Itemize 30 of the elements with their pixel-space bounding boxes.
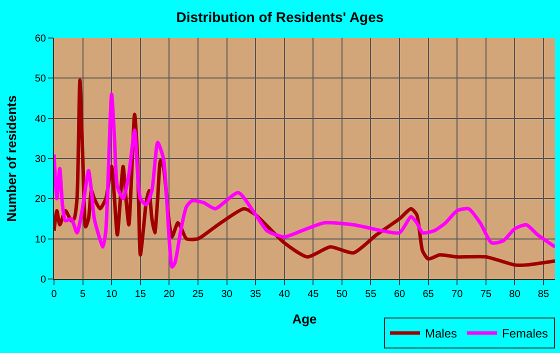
- y-tick-label: 30: [34, 154, 46, 165]
- x-tick-label: 55: [365, 289, 377, 300]
- y-axis-title: Number of residents: [4, 95, 19, 222]
- x-tick-label: 5: [80, 289, 86, 300]
- x-tick-label: 35: [250, 289, 262, 300]
- x-tick-label: 45: [308, 289, 320, 300]
- x-tick-label: 65: [422, 289, 434, 300]
- x-axis-title: Age: [292, 312, 317, 327]
- x-tick-label: 50: [336, 289, 348, 300]
- x-tick-label: 60: [394, 289, 406, 300]
- chart-title: Distribution of Residents' Ages: [176, 9, 384, 26]
- x-tick-label: 30: [221, 289, 233, 300]
- x-tick-label: 75: [480, 289, 492, 300]
- x-tick-label: 40: [278, 289, 290, 300]
- x-tick-label: 0: [51, 289, 58, 300]
- legend-label: Females: [502, 326, 548, 341]
- y-tick-label: 20: [34, 194, 46, 206]
- x-tick-label: 80: [509, 289, 521, 300]
- legend-label: Males: [425, 326, 458, 341]
- x-tick-label: 25: [192, 289, 204, 300]
- x-tick-label: 70: [452, 289, 464, 300]
- y-tick-label: 0: [40, 274, 46, 286]
- x-tick-label: 15: [134, 289, 146, 300]
- y-tick-label: 60: [34, 34, 46, 44]
- x-tick-label: 10: [106, 289, 118, 300]
- y-tick-label: 50: [34, 74, 46, 85]
- y-tick-label: 10: [34, 234, 46, 246]
- x-tick-label: 85: [538, 289, 550, 300]
- x-tick-label: 20: [164, 289, 176, 300]
- y-tick-label: 40: [34, 114, 46, 125]
